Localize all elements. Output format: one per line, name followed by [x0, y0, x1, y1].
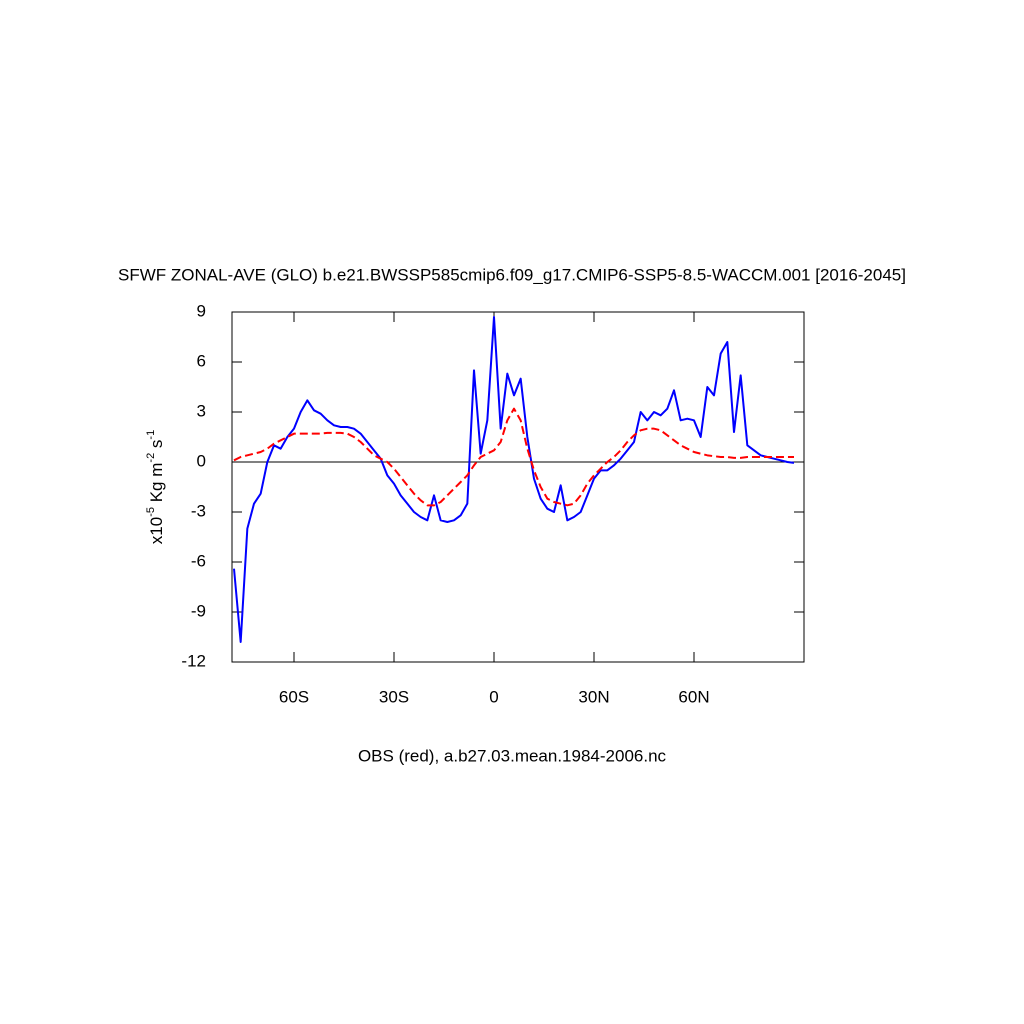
x-tick-label: 30N: [578, 687, 609, 706]
series-line: [233, 316, 795, 643]
y-tick-label: 6: [197, 351, 206, 370]
series-line: [233, 407, 794, 507]
plot-frame: [231, 311, 805, 663]
x-tick-label: 0: [489, 687, 498, 706]
y-axis-label-part: x10: [147, 517, 166, 544]
y-tick-label: 9: [197, 301, 206, 320]
y-tick-label: -3: [191, 501, 206, 520]
y-axis-label-part: -5: [145, 507, 157, 517]
x-tick-label: 30S: [379, 687, 409, 706]
x-axis-label: OBS (red), a.b27.03.mean.1984-2006.nc: [358, 746, 667, 765]
chart-title: SFWF ZONAL-AVE (GLO) b.e21.BWSSP585cmip6…: [118, 265, 906, 284]
y-axis-label-part: s: [147, 440, 166, 453]
y-axis-label-part: -2: [145, 453, 157, 463]
y-tick-label: -9: [191, 601, 206, 620]
x-tick-label: 60S: [279, 687, 309, 706]
y-axis-label-part: Kg m: [147, 463, 166, 507]
y-axis-label: x10-5 Kg m-2 s-1: [145, 430, 167, 544]
x-tick-label: 60N: [678, 687, 709, 706]
y-tick-label: 0: [197, 451, 206, 470]
y-tick-label: 3: [197, 401, 206, 420]
y-tick-label: -6: [191, 551, 206, 570]
y-axis-label-part: -1: [145, 430, 157, 440]
y-tick-label: -12: [181, 651, 206, 670]
